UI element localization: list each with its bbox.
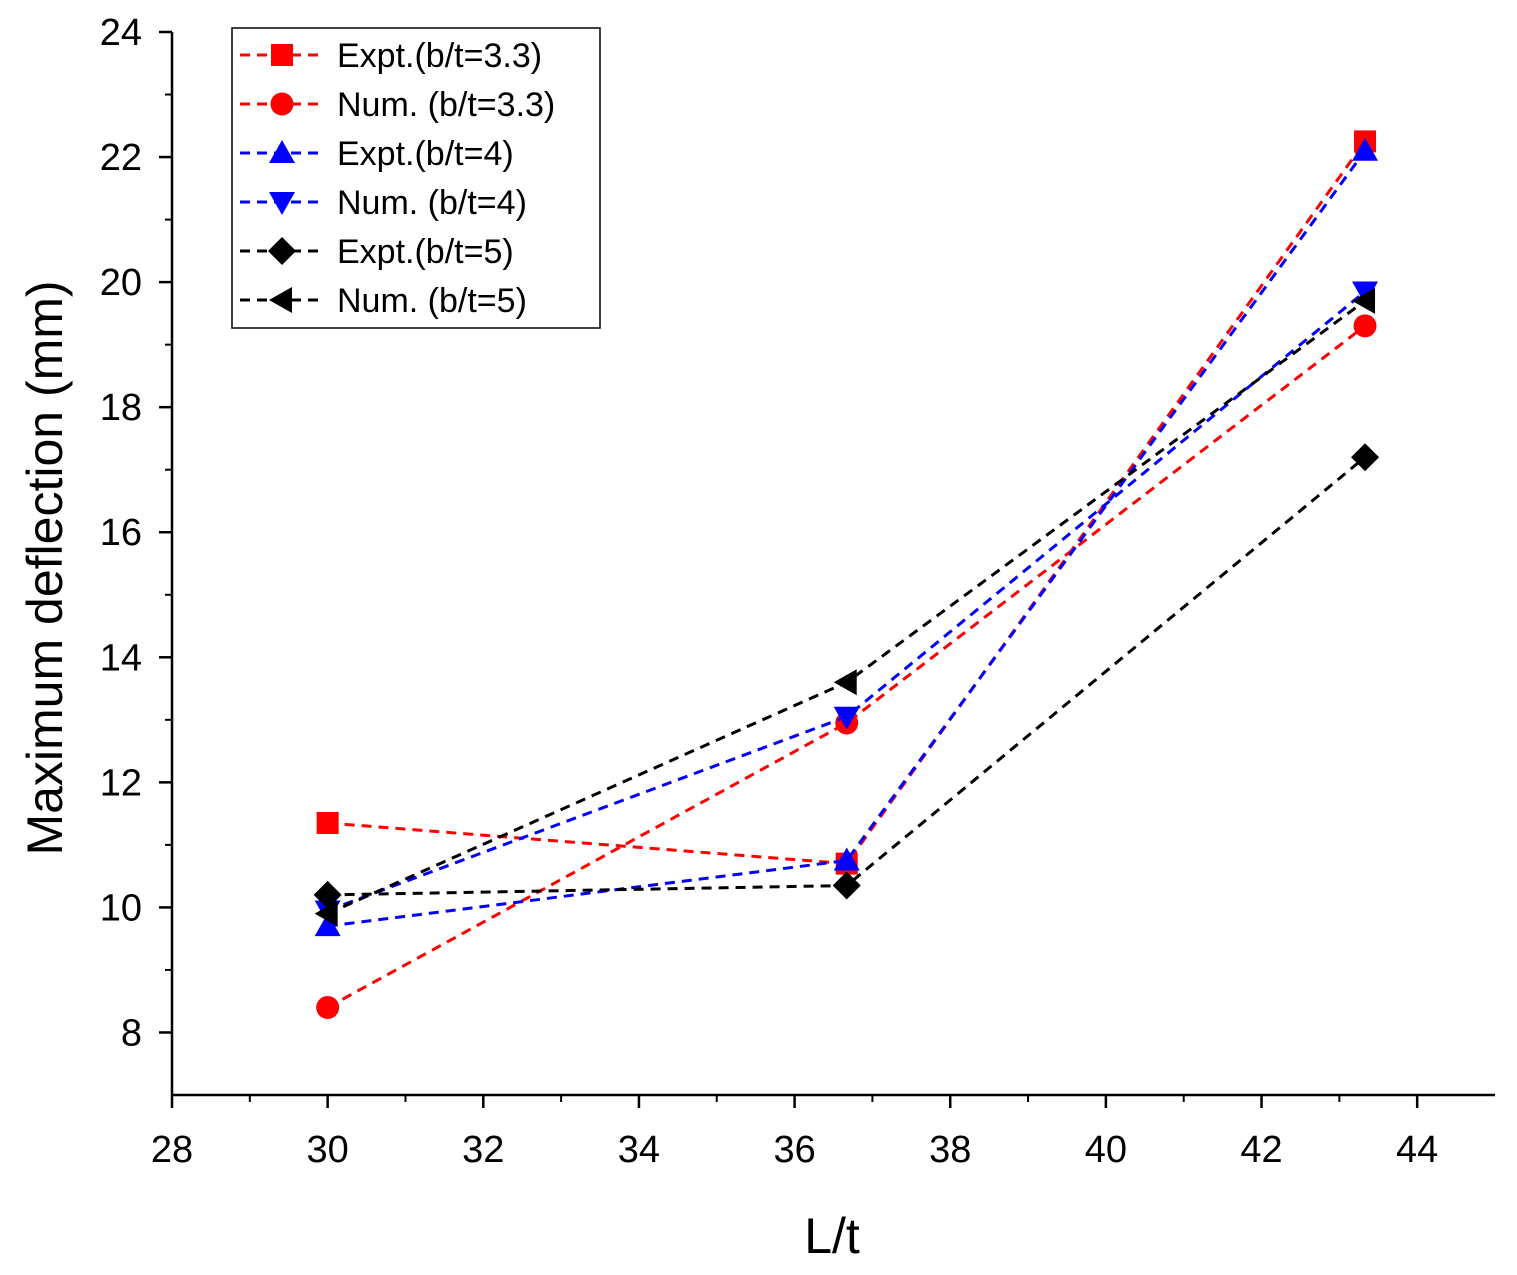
x-tick-label: 28: [151, 1129, 193, 1171]
series-line: [327, 290, 1366, 912]
data-point: [316, 995, 340, 1019]
x-tick-label: 38: [929, 1129, 971, 1171]
legend-item: Expt.(b/t=3.3): [240, 37, 542, 75]
legend-marker: [269, 287, 292, 313]
data-point: [1352, 137, 1379, 161]
x-tick-label: 36: [773, 1129, 815, 1171]
legend-label: Expt.(b/t=5): [337, 233, 514, 271]
x-tick-label: 40: [1085, 1129, 1127, 1171]
legend-marker: [271, 44, 293, 66]
legend-label: Num. (b/t=4): [337, 184, 527, 222]
y-tick-label: 16: [100, 512, 142, 554]
legend-marker: [269, 192, 295, 215]
y-tick-label: 12: [100, 762, 142, 804]
legend-item: Expt.(b/t=5): [240, 233, 514, 271]
y-tick-label: 22: [100, 137, 142, 179]
series-line: [326, 324, 1366, 1009]
series-1: [316, 314, 1377, 1019]
y-tick-label: 24: [100, 12, 142, 54]
y-tick-label: 10: [100, 887, 142, 929]
y-tick-label: 8: [121, 1012, 142, 1054]
legend-label: Num. (b/t=5): [337, 282, 527, 320]
x-tick-label: 44: [1396, 1129, 1438, 1171]
legend-item: Num. (b/t=4): [240, 184, 527, 222]
data-point: [316, 811, 339, 834]
legend-label: Expt.(b/t=3.3): [337, 37, 542, 75]
legend: Expt.(b/t=3.3) Num. (b/t=3.3) Expt.(b/t=4)…: [231, 27, 601, 329]
series-5: [314, 287, 1376, 927]
legend-marker: [270, 92, 294, 116]
x-tick-label: 30: [307, 1129, 349, 1171]
legend-box: [231, 27, 601, 329]
legend-marker: [269, 140, 295, 163]
x-tick-label: 42: [1240, 1129, 1282, 1171]
data-point: [314, 900, 338, 927]
data-point: [1352, 281, 1379, 305]
data-point: [313, 880, 342, 909]
plot-area: [313, 130, 1380, 1019]
series-4: [313, 443, 1380, 909]
y-tick-label: 18: [100, 387, 142, 429]
data-point: [1353, 314, 1377, 338]
legend-label: Expt.(b/t=4): [337, 135, 514, 173]
y-axis-title: Maximum deflection (mm): [17, 280, 73, 855]
data-point: [1352, 287, 1376, 314]
legend-item: Num. (b/t=5): [240, 282, 527, 320]
x-tick-label: 32: [462, 1129, 504, 1171]
series-2: [314, 137, 1379, 937]
x-axis-title: L/t: [804, 1208, 860, 1264]
series-line: [327, 299, 1366, 916]
legend-item: Num. (b/t=3.3): [240, 86, 555, 124]
data-point: [833, 706, 860, 730]
data-point: [833, 669, 857, 696]
data-point: [1351, 443, 1380, 472]
series-3: [314, 281, 1379, 924]
legend-marker: [268, 237, 296, 265]
data-point: [832, 871, 861, 900]
legend-item: Expt.(b/t=4): [240, 135, 514, 173]
x-tick-label: 34: [618, 1129, 660, 1171]
legend-label: Num. (b/t=3.3): [337, 86, 555, 124]
axes: 28 30 32 34 36 38 40 42 44 8 10 12 14 16 18 20 22 24: [100, 12, 1495, 1171]
y-tick-label: 20: [100, 262, 142, 304]
data-point: [833, 847, 860, 871]
y-tick-label: 14: [100, 637, 142, 679]
series-line: [327, 149, 1367, 928]
data-point: [314, 913, 341, 937]
